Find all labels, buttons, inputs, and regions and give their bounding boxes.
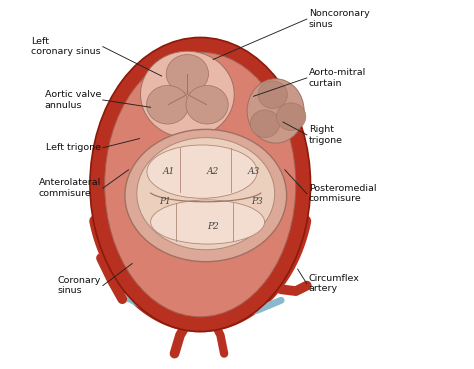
Ellipse shape (140, 51, 234, 138)
Ellipse shape (151, 200, 264, 244)
Text: Left trigone: Left trigone (46, 143, 101, 152)
Text: P1: P1 (159, 197, 171, 206)
Ellipse shape (276, 103, 306, 130)
Text: A1: A1 (163, 167, 175, 176)
Ellipse shape (146, 86, 189, 124)
Ellipse shape (166, 55, 209, 93)
Text: A2: A2 (207, 167, 219, 176)
Ellipse shape (137, 138, 274, 250)
Ellipse shape (147, 145, 257, 198)
Text: P3: P3 (251, 197, 263, 206)
Ellipse shape (250, 110, 280, 137)
Text: A3: A3 (247, 167, 260, 176)
Text: Aortic valve
annulus: Aortic valve annulus (45, 90, 101, 110)
Ellipse shape (258, 81, 287, 108)
Text: Aorto-mitral
curtain: Aorto-mitral curtain (309, 68, 366, 87)
Text: Left
coronary sinus: Left coronary sinus (31, 37, 101, 56)
Ellipse shape (105, 52, 296, 317)
Text: Anterolateral
commisure: Anterolateral commisure (39, 179, 101, 198)
Ellipse shape (247, 79, 304, 143)
Text: Noncoronary
sinus: Noncoronary sinus (309, 9, 369, 29)
Text: Circumflex
artery: Circumflex artery (309, 274, 360, 293)
Text: P2: P2 (207, 222, 219, 231)
Ellipse shape (186, 86, 228, 124)
Ellipse shape (90, 38, 310, 331)
Text: Posteromedial
commisure: Posteromedial commisure (309, 184, 376, 203)
Text: Right
trigone: Right trigone (309, 125, 343, 145)
Ellipse shape (125, 130, 287, 262)
Text: Coronary
sinus: Coronary sinus (58, 276, 101, 295)
